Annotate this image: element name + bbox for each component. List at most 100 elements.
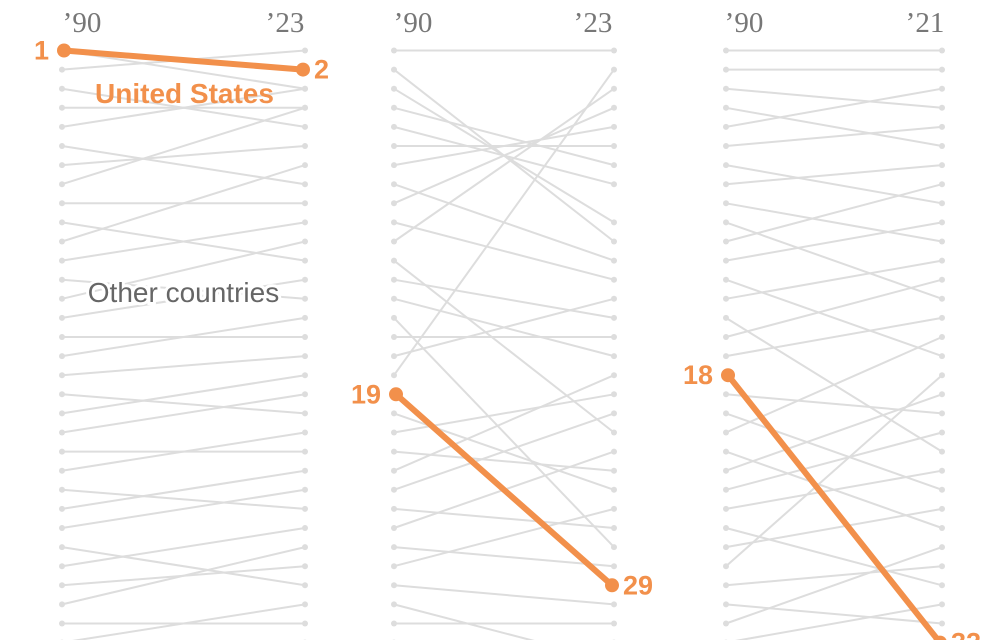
other-country-end-dot (939, 314, 945, 321)
other-country-start-dot (59, 582, 65, 589)
other-country-start-dot (391, 601, 397, 608)
other-country-end-dot (939, 391, 945, 398)
other-country-start-dot (59, 620, 65, 627)
highlight-line (61, 47, 306, 73)
highlight-start-rank-label: 1 (34, 36, 49, 66)
other-country-end-dot (302, 448, 308, 455)
other-country-line (61, 393, 306, 434)
other-country-line (393, 317, 615, 548)
other-country-end-dot (611, 47, 617, 54)
other-country-start-dot (723, 505, 729, 512)
other-country-line (393, 374, 615, 472)
other-country-start-dot (59, 334, 65, 340)
other-country-line (725, 393, 943, 415)
other-country-end-dot (611, 162, 617, 169)
other-country-end-dot (302, 276, 308, 283)
other-country-end-dot (611, 372, 617, 379)
other-country-start-dot (723, 544, 729, 551)
other-country-line (61, 431, 306, 472)
other-country-line (393, 221, 615, 281)
other-country-line (725, 278, 943, 338)
other-country-start-dot (391, 525, 397, 531)
other-country-end-dot (302, 563, 308, 570)
other-country-start-dot (391, 123, 397, 130)
other-country-line (725, 546, 943, 625)
other-country-start-dot (59, 372, 65, 379)
other-country-line (393, 546, 615, 568)
other-country-end-dot (611, 104, 617, 111)
other-country-line (393, 259, 615, 434)
other-country-end-dot (611, 295, 617, 302)
other-country-start-dot (59, 257, 65, 264)
highlight-line (393, 391, 615, 589)
other-country-start-dot (391, 582, 397, 589)
other-country-line (393, 507, 615, 529)
other-country-start-dot (391, 544, 397, 551)
other-country-end-dot (302, 162, 308, 169)
other-country-end-dot (611, 563, 617, 570)
other-country-start-dot (391, 353, 397, 360)
other-country-start-dot (59, 505, 65, 512)
other-country-start-dot (59, 391, 65, 398)
other-country-line (61, 469, 306, 510)
other-country-start-dot (391, 47, 397, 54)
other-country-end-dot (939, 620, 945, 627)
other-country-start-dot (723, 582, 729, 589)
other-country-start-dot (391, 448, 397, 455)
other-country-line (725, 374, 943, 567)
other-country-start-dot (391, 219, 397, 226)
other-country-start-dot (59, 85, 65, 92)
other-country-end-dot (302, 85, 308, 92)
highlight-end-dot (605, 578, 619, 593)
other-country-start-dot (723, 467, 729, 474)
other-country-end-dot (939, 563, 945, 570)
slope-panel-3 (723, 47, 945, 640)
other-country-end-dot (611, 238, 617, 245)
other-country-start-dot (59, 104, 65, 111)
other-country-start-dot (391, 334, 397, 340)
other-country-start-dot (59, 123, 65, 130)
other-country-start-dot (59, 162, 65, 169)
other-country-start-dot (391, 295, 397, 302)
other-country-line (725, 202, 943, 243)
other-country-end-dot (302, 123, 308, 130)
highlight-country-name: United States (95, 78, 274, 109)
other-country-start-dot (723, 162, 729, 169)
other-country-start-dot (59, 467, 65, 474)
other-country-end-dot (611, 448, 617, 455)
other-country-end-dot (611, 219, 617, 226)
other-country-start-dot (723, 429, 729, 436)
other-country-start-dot (723, 295, 729, 302)
other-country-line (725, 221, 943, 262)
other-country-end-dot (939, 372, 945, 379)
highlight-start-dot (389, 387, 403, 402)
other-country-start-dot (391, 372, 397, 379)
other-country-start-dot (391, 200, 397, 207)
other-country-line (725, 125, 943, 147)
other-country-end-dot (939, 66, 945, 73)
other-country-line (61, 374, 306, 415)
other-country-end-dot (939, 219, 945, 226)
other-country-start-dot (59, 563, 65, 570)
other-country-start-dot (59, 525, 65, 531)
highlight-line (725, 372, 942, 640)
other-country-line (725, 259, 943, 300)
other-country-end-dot (611, 410, 617, 417)
other-country-start-dot (391, 181, 397, 188)
other-country-line (393, 393, 615, 434)
other-country-end-dot (302, 200, 308, 207)
other-country-start-dot (391, 238, 397, 245)
other-country-end-dot (939, 143, 945, 149)
tick-label-start: ’90 (394, 7, 433, 39)
other-country-line (393, 69, 615, 376)
other-country-start-dot (723, 620, 729, 627)
other-country-line (725, 603, 943, 625)
other-country-end-dot (939, 334, 945, 340)
other-country-end-dot (939, 47, 945, 54)
other-country-start-dot (391, 505, 397, 512)
other-country-end-dot (611, 85, 617, 92)
other-country-line (725, 431, 943, 491)
other-country-start-dot (59, 353, 65, 360)
other-country-end-dot (302, 104, 308, 111)
